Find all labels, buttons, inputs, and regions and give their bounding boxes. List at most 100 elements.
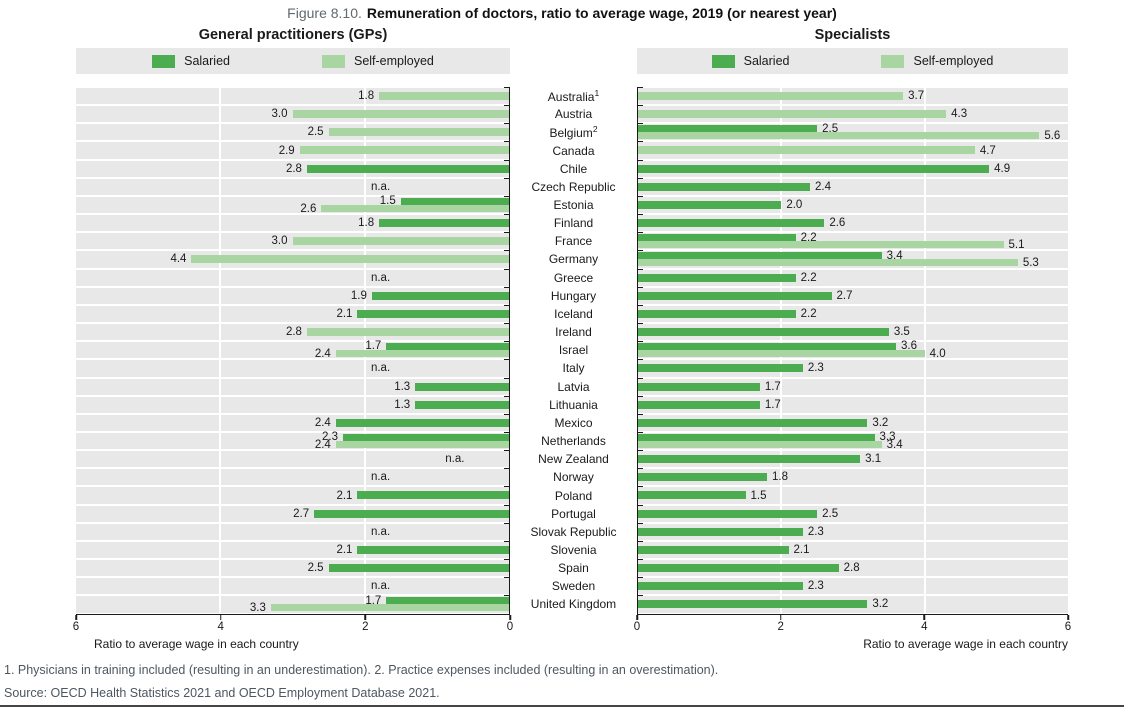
self-employed-bar	[638, 259, 1018, 267]
axis-tick	[504, 141, 509, 143]
country-label-row: Norway	[510, 468, 637, 486]
spacer	[510, 637, 637, 653]
axis-tick	[504, 559, 509, 561]
axis-tick	[504, 431, 509, 433]
gridline	[923, 323, 926, 342]
axis-tick-label: 6	[72, 620, 80, 633]
gp-row: 1.7 3.3	[76, 594, 509, 615]
axis-tick	[504, 486, 509, 488]
bar-value-label: 3.3	[249, 602, 266, 615]
gridline	[219, 395, 222, 414]
sp-row: 3.2	[638, 595, 1068, 614]
na-label: n.a.	[445, 453, 465, 466]
gridline	[363, 268, 366, 287]
salaried-bar	[357, 309, 509, 318]
legend-label-self-employed: Self-employed	[913, 54, 994, 68]
gp-row: 2.1	[76, 486, 509, 505]
gridline	[780, 377, 783, 396]
salaried-bar	[400, 197, 509, 205]
country-label-row: Netherlands	[510, 432, 637, 450]
salaried-bar	[357, 491, 509, 500]
gp-row: 1.8	[76, 87, 509, 106]
salaried-bar	[638, 418, 868, 427]
gridline	[923, 286, 926, 305]
spacer	[510, 620, 637, 635]
na-label: n.a.	[370, 580, 391, 593]
gp-legend: Salaried Self-employed	[76, 48, 510, 74]
gridline	[363, 359, 366, 378]
gp-row: 2.4	[76, 413, 509, 432]
gridline	[219, 195, 222, 215]
salaried-bar	[638, 343, 896, 351]
gridline	[219, 540, 222, 560]
country-label-row: Estonia	[510, 196, 637, 214]
legend-row: Salaried Self-employed Salaried Self-emp…	[76, 48, 1124, 74]
country-label: Spain	[558, 561, 589, 576]
country-label: Germany	[548, 252, 599, 267]
self-employed-bar	[299, 146, 509, 155]
legend-item-salaried: Salaried	[152, 54, 230, 68]
country-label-row: Canada	[510, 141, 637, 159]
bar-value-label: 2.8	[843, 562, 860, 575]
sp-row: 1.7	[638, 377, 1068, 396]
country-label: Slovak Republic	[530, 524, 617, 539]
gp-chart-plot: 1.8 3.0 2.5 2.9 2.8 n.a. 1.5 2.6 1.8 3.0 4.4 n.a. 1.…	[76, 87, 510, 614]
country-label-row: United Kingdom	[510, 595, 637, 613]
sp-x-axis	[636, 613, 1069, 620]
gp-row: n.a.	[76, 268, 509, 287]
country-label-row: Latvia	[510, 378, 637, 396]
sp-row: 1.5	[638, 486, 1068, 505]
sp-row: 2.2	[638, 268, 1068, 287]
country-label-row: Belgium2	[510, 123, 637, 141]
sp-row: 3.2	[638, 413, 1068, 432]
bar-value-label: 2.2	[800, 271, 817, 284]
axis-tick-label: 4	[921, 620, 928, 633]
sp-row: 4.3	[638, 105, 1068, 124]
legend-label-salaried: Salaried	[184, 54, 230, 68]
legend-item-salaried: Salaried	[711, 54, 789, 68]
bar-value-label: 2.3	[807, 362, 824, 375]
row-band	[76, 378, 509, 395]
row-band	[76, 269, 509, 286]
bar-value-label: 1.7	[365, 594, 382, 607]
bar-value-label: 1.7	[764, 380, 781, 393]
axis-tick	[638, 141, 643, 143]
bar-value-label: 2.5	[822, 507, 839, 520]
country-label-row: Austria	[510, 105, 637, 123]
axis-tick	[638, 522, 643, 524]
axis-tick	[638, 377, 643, 379]
axis-tick	[504, 304, 509, 306]
axis-tick	[638, 123, 643, 125]
gridline	[923, 395, 926, 414]
row-band	[76, 578, 509, 595]
axis-tick	[504, 286, 509, 288]
axis-tick	[504, 577, 509, 579]
gridline	[219, 286, 222, 305]
axis-tick	[638, 595, 643, 597]
sp-row: 3.3 3.4	[638, 431, 1068, 451]
axis-tick	[504, 123, 509, 125]
salaried-bar	[638, 164, 990, 173]
salaried-bar	[638, 382, 760, 391]
country-label: France	[554, 234, 593, 249]
axis-tick	[638, 504, 643, 506]
country-label-row: Chile	[510, 160, 637, 178]
axis-tick	[779, 614, 782, 620]
axis-tick	[504, 359, 509, 361]
bar-value-label: 2.7	[836, 289, 853, 302]
axis-tick	[638, 214, 643, 216]
gridline	[923, 359, 926, 378]
bar-value-label: 2.4	[314, 348, 331, 361]
country-label-row: Mexico	[510, 414, 637, 432]
gp-x-axis	[75, 613, 511, 620]
salaried-bar	[638, 252, 882, 260]
chart-titles-row: General practitioners (GPs) Specialists	[76, 24, 1124, 46]
axis-tick-label: 6	[1064, 620, 1072, 633]
bar-value-label: 2.5	[307, 126, 324, 139]
sp-row: 2.3	[638, 522, 1068, 541]
axis-tick	[219, 614, 222, 620]
salaried-bar	[328, 564, 509, 573]
bar-value-label: 2.3	[807, 580, 824, 593]
axis-tick	[1067, 614, 1069, 620]
salaried-bar	[638, 200, 782, 209]
